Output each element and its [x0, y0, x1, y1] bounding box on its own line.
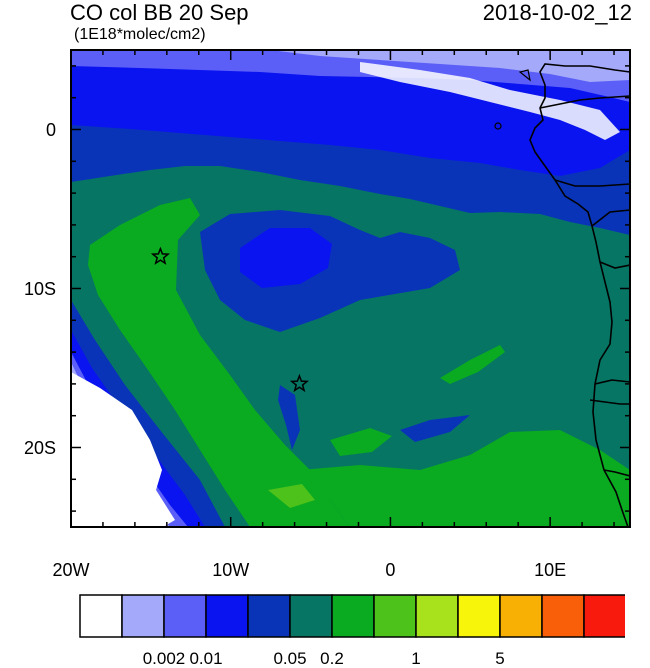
colorbar-box [289, 594, 333, 638]
x-tick-label: 10W [212, 560, 250, 580]
colorbar-label: 0.2 [320, 649, 344, 668]
colorbar-box [121, 594, 165, 638]
y-tick-label: 20S [23, 437, 56, 458]
y-tick-label: 10S [23, 278, 56, 299]
colorbar-box [583, 594, 625, 638]
colorbar [79, 594, 625, 638]
co-field [71, 50, 630, 527]
map-date: 2018-10-02_12 [482, 0, 632, 25]
africa-coastline [494, 63, 630, 527]
axis-ticks [70, 50, 630, 527]
colorbar-box [499, 594, 543, 638]
star-marker-st-helena [289, 373, 309, 393]
star-marker-ascension [150, 246, 170, 265]
colorbar-label: 0.05 [273, 649, 307, 668]
colorbar-box [541, 594, 585, 638]
colorbar-label: 0.002 [142, 649, 186, 668]
colorbar-box [247, 594, 291, 638]
colorbar-box [331, 594, 375, 638]
colorbar-label: 1 [411, 649, 421, 668]
colorbar-box [79, 594, 123, 638]
x-tick-label: 0 [385, 560, 396, 580]
colorbar-box [205, 594, 249, 638]
site-markers [150, 246, 309, 393]
colorbar-box [415, 594, 459, 638]
x-tick-label: 20W [52, 560, 90, 580]
colorbar-box [457, 594, 501, 638]
colorbar-box [163, 594, 207, 638]
map-units: (1E18*molec/cm2) [74, 26, 206, 43]
map-title: CO col BB 20 Sep [70, 0, 249, 25]
y-tick-label: 0 [45, 119, 56, 140]
colorbar-label: 0.01 [189, 649, 223, 668]
colorbar-label: 5 [495, 649, 505, 668]
x-tick-label: 10E [534, 560, 567, 580]
colorbar-box [373, 594, 417, 638]
